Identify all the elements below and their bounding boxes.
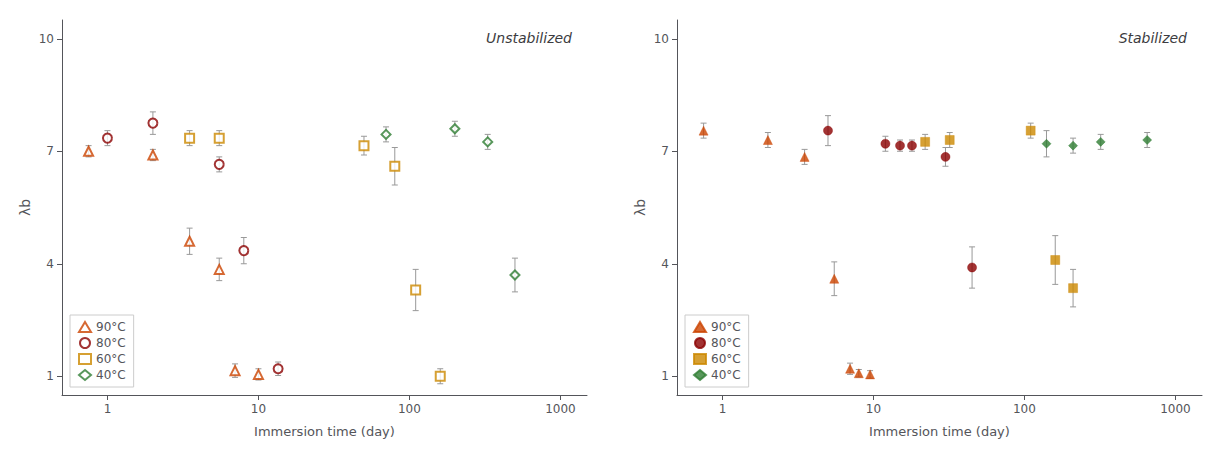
svg-text:1: 1 [46, 369, 54, 383]
svg-text:1000: 1000 [545, 402, 576, 416]
svg-text:40°C: 40°C [711, 368, 741, 382]
svg-text:Stabilized: Stabilized [1119, 30, 1187, 46]
svg-text:90°C: 90°C [96, 320, 126, 334]
svg-text:10: 10 [39, 32, 54, 46]
svg-text:Immersion time (day): Immersion time (day) [869, 424, 1010, 439]
svg-text:4: 4 [661, 257, 669, 271]
svg-text:80°C: 80°C [96, 336, 126, 350]
svg-text:40°C: 40°C [96, 368, 126, 382]
svg-text:60°C: 60°C [96, 352, 126, 366]
svg-text:60°C: 60°C [711, 352, 741, 366]
svg-text:Unstabilized: Unstabilized [486, 30, 572, 46]
svg-text:4: 4 [46, 257, 54, 271]
svg-text:1: 1 [719, 402, 727, 416]
svg-text:Immersion time (day): Immersion time (day) [254, 424, 395, 439]
svg-text:10: 10 [251, 402, 266, 416]
svg-text:1: 1 [104, 402, 112, 416]
svg-text:1: 1 [661, 369, 669, 383]
svg-text:90°C: 90°C [711, 320, 741, 334]
svg-text:100: 100 [1013, 402, 1036, 416]
svg-text:1000: 1000 [1160, 402, 1191, 416]
svg-text:10: 10 [654, 32, 669, 46]
svg-text:10: 10 [866, 402, 881, 416]
svg-text:7: 7 [46, 144, 54, 158]
svg-text:λb: λb [17, 199, 33, 216]
svg-text:80°C: 80°C [711, 336, 741, 350]
svg-text:λb: λb [632, 199, 648, 216]
svg-text:7: 7 [661, 144, 669, 158]
svg-text:100: 100 [398, 402, 421, 416]
